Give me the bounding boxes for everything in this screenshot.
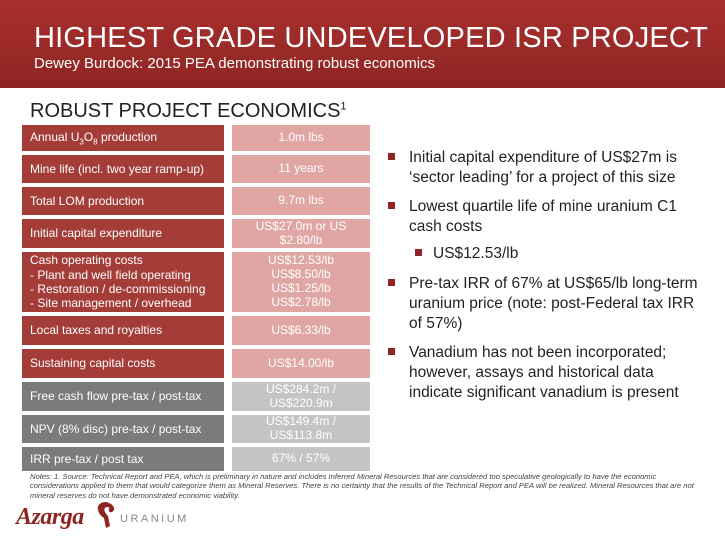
page-title: HIGHEST GRADE UNDEVELOPED ISR PROJECT xyxy=(34,22,708,54)
row-value: US$27.0m or US $2.80/lb xyxy=(232,219,370,248)
row-value: 67% / 57% xyxy=(232,447,370,471)
table-row: Initial capital expenditure US$27.0m or … xyxy=(22,219,370,248)
footnote-mark: 1 xyxy=(340,100,347,113)
list-item: Vanadium has not been incorporated; howe… xyxy=(385,343,705,403)
square-bullet-icon xyxy=(388,348,395,356)
square-bullet-icon xyxy=(388,202,395,210)
table-row: Sustaining capital costs US$14.00/lb xyxy=(22,349,370,378)
row-value: US$149.4m / US$113.8m xyxy=(232,414,370,443)
square-bullet-icon xyxy=(388,278,395,286)
table-row: Total LOM production 9.7m lbs xyxy=(22,187,370,215)
section-title: ROBUST PROJECT ECONOMICS1 xyxy=(30,100,347,122)
table-row: Annual U3O8 production 1.0m lbs xyxy=(22,125,370,151)
row-value: US$284.2m / US$220.9m xyxy=(232,382,370,411)
table-row: Local taxes and royalties US$6.33/lb xyxy=(22,316,370,345)
row-value: US$12.53/lb US$8.50/lb US$1.25/lb US$2.7… xyxy=(232,252,370,312)
row-value: US$6.33/lb xyxy=(232,316,370,345)
row-label: Sustaining capital costs xyxy=(22,349,224,378)
header-banner: HIGHEST GRADE UNDEVELOPED ISR PROJECT De… xyxy=(0,0,725,88)
row-label: Mine life (incl. two year ramp-up) xyxy=(22,155,224,183)
row-label: Free cash flow pre-tax / post-tax xyxy=(22,382,224,411)
square-bullet-icon xyxy=(415,248,422,256)
row-label: Cash operating costs - Plant and well fi… xyxy=(22,252,224,312)
row-label: NPV (8% disc) pre-tax / post-tax xyxy=(22,415,224,443)
table-row: NPV (8% disc) pre-tax / post-tax US$149.… xyxy=(22,414,370,443)
ram-head-icon xyxy=(97,501,115,528)
list-item: Lowest quartile life of mine uranium C1 … xyxy=(385,197,705,237)
row-label: Total LOM production xyxy=(22,187,224,215)
row-label: Local taxes and royalties xyxy=(22,316,224,345)
logo-tagline: URANIUM xyxy=(120,513,189,525)
key-points: Initial capital expenditure of US$27m is… xyxy=(385,148,705,413)
table-row: Free cash flow pre-tax / post-tax US$284… xyxy=(22,382,370,411)
row-value: 11 years xyxy=(232,155,370,183)
row-label: IRR pre-tax / post tax xyxy=(22,447,224,471)
table-row: IRR pre-tax / post tax 67% / 57% xyxy=(22,447,370,471)
row-value: 9.7m lbs xyxy=(232,187,370,215)
list-item: Pre-tax IRR of 67% at US$65/lb long-term… xyxy=(385,274,705,334)
logo-wordmark: Azarga xyxy=(16,504,84,530)
row-label: Initial capital expenditure xyxy=(22,219,224,248)
table-row: Cash operating costs - Plant and well fi… xyxy=(22,252,370,312)
list-item: Initial capital expenditure of US$27m is… xyxy=(385,148,705,188)
page-subtitle: Dewey Burdock: 2015 PEA demonstrating ro… xyxy=(34,55,436,72)
square-bullet-icon xyxy=(388,153,395,160)
list-sub-item: US$12.53/lb xyxy=(385,244,705,264)
row-value: 1.0m lbs xyxy=(232,125,370,151)
table-row: Mine life (incl. two year ramp-up) 11 ye… xyxy=(22,155,370,183)
row-value: US$14.00/lb xyxy=(232,349,370,378)
row-label: Annual U3O8 production xyxy=(22,125,224,151)
footnote-text: Notes: 1. Source: Technical Report and P… xyxy=(30,472,694,500)
